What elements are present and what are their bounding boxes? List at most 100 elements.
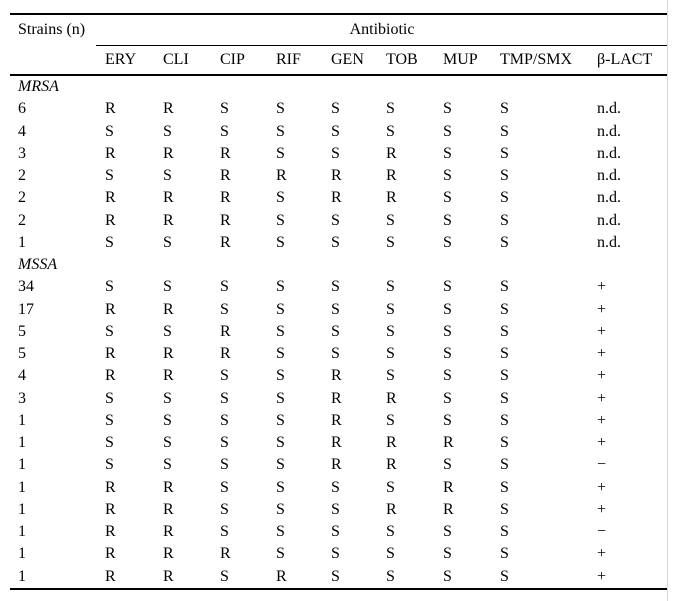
susceptibility-cell: R	[220, 345, 231, 363]
column-header-tob: TOB	[386, 51, 418, 68]
susceptibility-cell: S	[276, 523, 285, 541]
susceptibility-cell: S	[443, 233, 452, 251]
susceptibility-cell: n.d.	[597, 233, 621, 251]
susceptibility-cell: R	[105, 367, 116, 385]
strain-count-cell: 1	[18, 500, 26, 518]
susceptibility-cell: R	[331, 434, 342, 452]
susceptibility-cell: R	[331, 389, 342, 407]
susceptibility-cell: R	[163, 545, 174, 563]
strain-count-cell: 5	[18, 322, 26, 340]
data-row: 5 R R R S S S S S +	[10, 343, 668, 365]
data-row: 1 R R S S S R R S +	[10, 499, 668, 521]
group-header-row: Strains (n) Antibiotic	[10, 14, 669, 46]
susceptibility-cell: S	[500, 456, 509, 474]
susceptibility-cell: S	[220, 456, 229, 474]
data-row: 1 R R S S S S R S +	[10, 477, 668, 499]
strain-count-cell: 5	[18, 345, 26, 363]
susceptibility-cell: S	[386, 278, 395, 296]
susceptibility-cell: S	[331, 322, 340, 340]
strain-count-cell: 4	[18, 367, 26, 385]
strain-count-cell: 1	[18, 567, 26, 585]
susceptibility-cell: S	[276, 211, 285, 229]
susceptibility-cell: S	[220, 122, 229, 140]
susceptibility-cell: S	[386, 367, 395, 385]
susceptibility-cell: R	[443, 434, 454, 452]
susceptibility-cell: S	[500, 278, 509, 296]
susceptibility-cell: S	[220, 434, 229, 452]
strain-count-cell: 1	[18, 545, 26, 563]
strain-count-cell: 2	[18, 167, 26, 185]
susceptibility-cell: S	[386, 211, 395, 229]
susceptibility-cell: S	[276, 411, 285, 429]
susceptibility-cell: S	[105, 233, 114, 251]
susceptibility-cell: S	[386, 478, 395, 496]
susceptibility-cell: S	[276, 144, 285, 162]
susceptibility-cell: S	[105, 167, 114, 185]
susceptibility-cell: S	[163, 456, 172, 474]
susceptibility-cell: S	[163, 278, 172, 296]
susceptibility-cell: R	[276, 167, 287, 185]
susceptibility-cell: R	[105, 345, 116, 363]
susceptibility-cell: R	[105, 300, 116, 318]
susceptibility-cell: S	[276, 345, 285, 363]
strain-count-cell: 1	[18, 523, 26, 541]
data-row: 1 R R S S S S S S −	[10, 521, 668, 543]
susceptibility-cell: S	[331, 100, 340, 118]
susceptibility-cell: R	[163, 189, 174, 207]
susceptibility-cell: R	[163, 567, 174, 585]
column-header--lact: β-LACT	[597, 51, 653, 68]
susceptibility-cell: R	[105, 144, 116, 162]
susceptibility-cell: R	[220, 144, 231, 162]
susceptibility-cell: R	[163, 367, 174, 385]
susceptibility-cell: S	[386, 100, 395, 118]
susceptibility-cell: R	[443, 478, 454, 496]
data-row: 1 S S S S R S S S +	[10, 410, 668, 432]
column-header-rif: RIF	[276, 51, 301, 68]
susceptibility-cell: S	[331, 478, 340, 496]
susceptibility-cell: S	[276, 478, 285, 496]
susceptibility-cell: +	[597, 389, 607, 407]
susceptibility-cell: S	[220, 567, 229, 585]
susceptibility-cell: S	[220, 389, 229, 407]
susceptibility-cell: S	[443, 411, 452, 429]
susceptibility-cell: S	[331, 144, 340, 162]
susceptibility-cell: R	[386, 389, 397, 407]
susceptibility-cell: S	[105, 278, 114, 296]
antibiotic-group-header: Antibiotic	[96, 14, 669, 46]
empty-header-cell	[10, 46, 96, 76]
susceptibility-cell: S	[443, 122, 452, 140]
susceptibility-cell: S	[500, 322, 509, 340]
susceptibility-cell: S	[220, 500, 229, 518]
susceptibility-cell: R	[163, 345, 174, 363]
data-row: 4 R R S S R S S S +	[10, 365, 668, 387]
susceptibility-cell: S	[105, 411, 114, 429]
table-header: Strains (n) Antibiotic ERY CLI CIP RIF GEN TO…	[10, 14, 669, 76]
susceptibility-cell: R	[220, 211, 231, 229]
data-row: 3 S S S S R R S S +	[10, 388, 668, 410]
susceptibility-cell: n.d.	[597, 122, 621, 140]
susceptibility-cell: S	[105, 434, 114, 452]
susceptibility-cell: S	[220, 523, 229, 541]
susceptibility-cell: S	[500, 167, 509, 185]
susceptibility-cell: S	[443, 189, 452, 207]
susceptibility-cell: S	[276, 278, 285, 296]
strain-count-cell: 2	[18, 211, 26, 229]
scan-edge-line	[667, 0, 668, 601]
susceptibility-cell: −	[597, 523, 607, 541]
susceptibility-cell: S	[443, 167, 452, 185]
susceptibility-cell: S	[500, 411, 509, 429]
susceptibility-cell: +	[597, 434, 607, 452]
susceptibility-cell: n.d.	[597, 167, 621, 185]
susceptibility-cell: S	[331, 545, 340, 563]
susceptibility-cell: S	[220, 278, 229, 296]
susceptibility-cell: R	[386, 456, 397, 474]
susceptibility-cell: S	[386, 300, 395, 318]
data-row: 1 R R R S S S S S +	[10, 543, 668, 565]
susceptibility-cell: R	[386, 434, 397, 452]
susceptibility-cell: S	[500, 434, 509, 452]
susceptibility-cell: +	[597, 322, 607, 340]
susceptibility-cell: S	[443, 345, 452, 363]
